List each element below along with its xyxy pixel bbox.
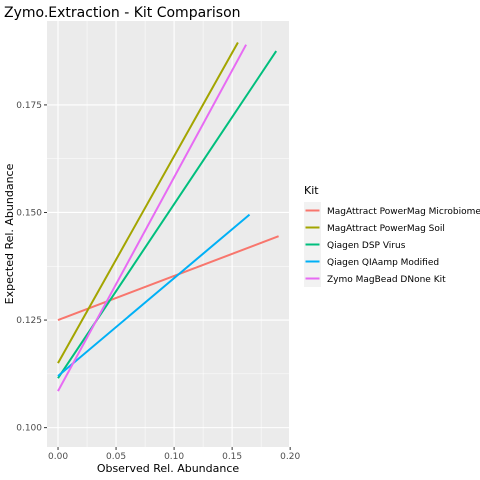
series-line [57,235,279,322]
legend-label: Qiagen DSP Virus [327,241,406,251]
legend-label: MagAttract PowerMag Soil [327,224,445,234]
chart-title: Zymo.Extraction - Kit Comparison [4,5,241,21]
x-tick-label: 0.20 [280,452,300,462]
series-line [57,44,247,392]
legend-label: MagAttract PowerMag Microbiome [327,207,480,217]
series-lines [57,42,279,392]
legend-label: Qiagen QIAamp Modified [327,258,439,268]
y-tick-label: 0.150 [16,208,42,218]
y-axis: 0.100 0.125 0.150 0.175 [16,101,47,434]
x-tick-label: 0.00 [48,452,68,462]
series-line [57,42,239,364]
y-tick-label: 0.175 [16,101,42,111]
x-tick-label: 0.15 [222,452,242,462]
legend-title: Kit [304,184,319,197]
y-axis-title: Expected Rel. Abundance [3,163,16,304]
legend-items: MagAttract PowerMag Microbiome MagAttract… [304,202,480,287]
legend-label: Zymo MagBead DNone Kit [327,275,446,285]
x-axis-title: Observed Rel. Abundance [97,462,240,475]
x-tick-label: 0.05 [106,452,126,462]
grid-minor [47,21,289,447]
legend: Kit MagAttract PowerMag MicrobiomeMagAtt… [304,184,480,287]
x-tick-label: 0.10 [164,452,184,462]
y-tick-label: 0.125 [16,316,42,326]
x-axis: 0.00 0.05 0.10 0.15 0.20 [48,447,300,462]
series-line [57,213,251,377]
y-tick-label: 0.100 [16,424,42,434]
